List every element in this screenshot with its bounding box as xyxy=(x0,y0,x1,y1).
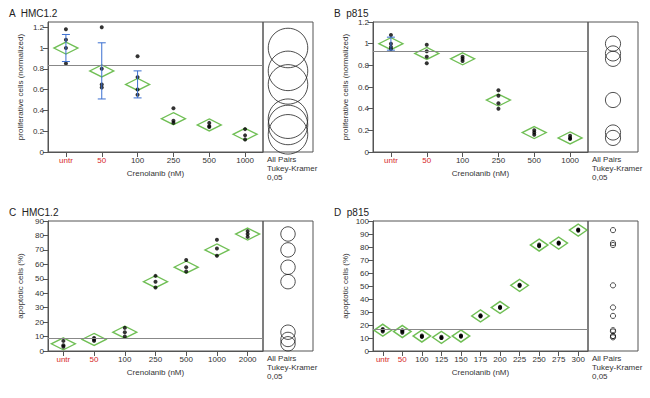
svg-text:100: 100 xyxy=(118,355,132,364)
svg-text:30: 30 xyxy=(35,303,44,312)
svg-text:2000: 2000 xyxy=(239,355,257,364)
svg-text:untr: untr xyxy=(56,355,70,364)
svg-text:20: 20 xyxy=(35,318,44,327)
svg-text:0: 0 xyxy=(40,347,45,356)
svg-text:50: 50 xyxy=(35,274,44,283)
svg-text:proliferative cells (normalize: proliferative cells (normalized) xyxy=(16,34,25,141)
svg-text:1: 1 xyxy=(365,39,370,48)
svg-text:0.2: 0.2 xyxy=(33,127,45,136)
svg-text:1: 1 xyxy=(40,44,45,53)
svg-text:60: 60 xyxy=(35,260,44,269)
svg-text:50: 50 xyxy=(360,282,369,291)
svg-text:0.4: 0.4 xyxy=(358,104,370,113)
svg-text:All Pairs: All Pairs xyxy=(267,155,296,164)
svg-text:200: 200 xyxy=(493,355,507,364)
svg-text:Crenolanib (nM): Crenolanib (nM) xyxy=(127,368,185,377)
svg-text:1.2: 1.2 xyxy=(358,18,370,27)
svg-text:500: 500 xyxy=(528,156,542,165)
svg-text:40: 40 xyxy=(360,295,369,304)
svg-text:0.6: 0.6 xyxy=(33,85,45,94)
svg-text:0.2: 0.2 xyxy=(358,126,370,135)
svg-text:20: 20 xyxy=(360,321,369,330)
svg-text:100: 100 xyxy=(131,156,145,165)
svg-text:proliferative cells (normalize: proliferative cells (normalized) xyxy=(341,34,350,141)
svg-text:B p815: B p815 xyxy=(334,8,369,19)
svg-text:10: 10 xyxy=(35,332,44,341)
svg-text:70: 70 xyxy=(360,256,369,265)
svg-text:A HMC1.2: A HMC1.2 xyxy=(9,8,58,19)
svg-text:90: 90 xyxy=(360,230,369,239)
svg-text:150: 150 xyxy=(454,355,468,364)
svg-text:0,05: 0,05 xyxy=(592,173,608,182)
svg-text:apoptotic cells (%): apoptotic cells (%) xyxy=(341,253,350,319)
svg-text:1000: 1000 xyxy=(561,156,579,165)
svg-text:50: 50 xyxy=(97,156,106,165)
svg-text:All Pairs: All Pairs xyxy=(592,354,621,363)
svg-text:250: 250 xyxy=(492,156,506,165)
svg-text:500: 500 xyxy=(203,156,217,165)
svg-text:Tukey-Kramer: Tukey-Kramer xyxy=(267,363,318,372)
svg-text:250: 250 xyxy=(149,355,163,364)
svg-text:1.2: 1.2 xyxy=(33,23,45,32)
svg-text:300: 300 xyxy=(572,355,586,364)
svg-text:apoptotic cells (%): apoptotic cells (%) xyxy=(16,253,25,319)
svg-text:Crenolanib (nM): Crenolanib (nM) xyxy=(452,368,510,377)
svg-text:Crenolanib (nM): Crenolanib (nM) xyxy=(127,169,185,178)
svg-text:0.8: 0.8 xyxy=(358,61,370,70)
svg-text:0: 0 xyxy=(40,148,45,157)
svg-text:0.8: 0.8 xyxy=(33,64,45,73)
svg-text:90: 90 xyxy=(35,217,44,226)
svg-text:80: 80 xyxy=(35,231,44,240)
svg-text:0.4: 0.4 xyxy=(33,106,45,115)
svg-text:125: 125 xyxy=(435,355,449,364)
svg-text:100: 100 xyxy=(456,156,470,165)
svg-text:untr: untr xyxy=(384,156,398,165)
svg-text:0,05: 0,05 xyxy=(267,372,283,381)
svg-text:Crenolanib (nM): Crenolanib (nM) xyxy=(452,169,510,178)
svg-text:0: 0 xyxy=(365,347,370,356)
svg-text:1000: 1000 xyxy=(208,355,226,364)
svg-text:40: 40 xyxy=(35,289,44,298)
svg-text:Tukey-Kramer: Tukey-Kramer xyxy=(267,164,318,173)
svg-text:All Pairs: All Pairs xyxy=(267,354,296,363)
svg-text:50: 50 xyxy=(90,355,99,364)
svg-text:30: 30 xyxy=(360,308,369,317)
svg-text:untr: untr xyxy=(376,355,390,364)
svg-text:80: 80 xyxy=(360,243,369,252)
svg-text:All Pairs: All Pairs xyxy=(592,155,621,164)
svg-text:100: 100 xyxy=(356,217,370,226)
svg-text:250: 250 xyxy=(167,156,181,165)
svg-text:1000: 1000 xyxy=(236,156,254,165)
svg-text:Tukey-Kramer: Tukey-Kramer xyxy=(592,164,643,173)
svg-text:225: 225 xyxy=(513,355,527,364)
svg-text:Tukey-Kramer: Tukey-Kramer xyxy=(592,363,643,372)
svg-text:70: 70 xyxy=(35,245,44,254)
svg-text:0,05: 0,05 xyxy=(592,372,608,381)
svg-text:275: 275 xyxy=(552,355,566,364)
svg-text:C HMC1.2: C HMC1.2 xyxy=(9,207,59,218)
svg-text:0.6: 0.6 xyxy=(358,83,370,92)
svg-text:untr: untr xyxy=(59,156,73,165)
svg-text:50: 50 xyxy=(398,355,407,364)
svg-text:175: 175 xyxy=(474,355,488,364)
svg-text:60: 60 xyxy=(360,269,369,278)
svg-text:0: 0 xyxy=(365,148,370,157)
svg-text:100: 100 xyxy=(415,355,429,364)
svg-text:250: 250 xyxy=(532,355,546,364)
svg-text:0,05: 0,05 xyxy=(267,173,283,182)
svg-text:10: 10 xyxy=(360,334,369,343)
svg-text:500: 500 xyxy=(180,355,194,364)
svg-text:50: 50 xyxy=(422,156,431,165)
svg-text:D p815: D p815 xyxy=(334,207,369,218)
